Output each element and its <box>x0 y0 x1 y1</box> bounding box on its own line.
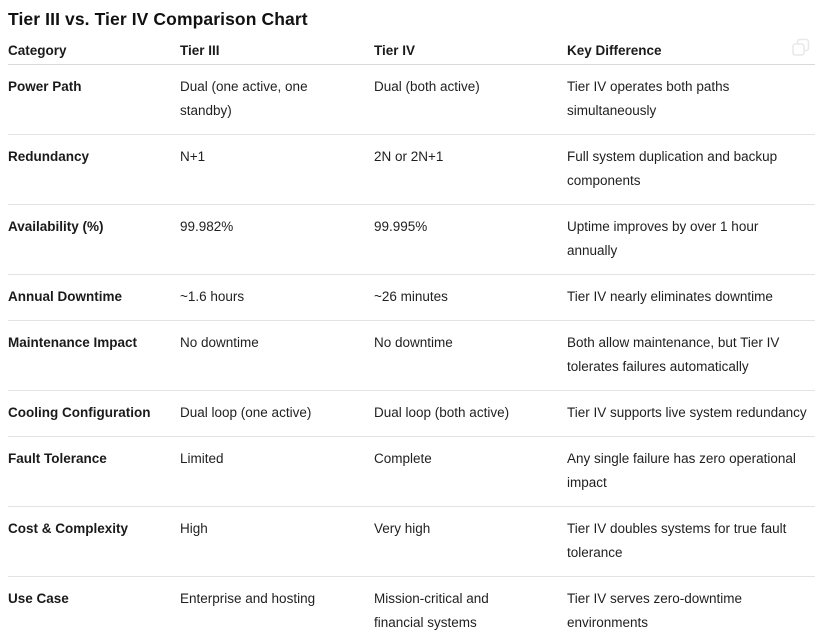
category-cell: Use Case <box>8 591 69 606</box>
category-cell: Power Path <box>8 64 180 135</box>
tier3-cell: N+1 <box>180 134 374 205</box>
key-difference-cell: Tier IV supports live system redundancy <box>567 390 815 437</box>
category-cell: Annual Downtime <box>8 274 180 321</box>
tier4-cell: Dual (both active) <box>374 64 567 135</box>
category-cell: Cooling Configuration <box>8 390 180 437</box>
key-difference-cell: Full system duplication and backup compo… <box>567 134 815 205</box>
copy-table-button[interactable] <box>790 37 812 59</box>
header-row: Category Tier III Tier IV Key Difference <box>8 32 815 65</box>
tier3-cell: No downtime <box>180 320 374 391</box>
tier3-cell: High <box>180 506 374 577</box>
tier4-cell: 99.995% <box>374 204 567 275</box>
table-row: Cooling Configuration Dual loop (one act… <box>8 390 815 437</box>
column-header-tier3: Tier III <box>180 32 374 65</box>
tier4-cell: Very high <box>374 506 567 577</box>
column-header-tier4: Tier IV <box>374 32 567 65</box>
table-row: Use Case Enterprise and hosting Mission-… <box>8 577 815 641</box>
key-difference-cell: Tier IV serves zero-downtime environment… <box>567 591 743 630</box>
tier3-cell: Limited <box>180 436 374 507</box>
table-row: Maintenance Impact No downtime No downti… <box>8 320 815 391</box>
key-difference-cell: Uptime improves by over 1 hour annually <box>567 204 815 275</box>
key-difference-cell: Tier IV doubles systems for true fault t… <box>567 506 815 577</box>
table-row: Availability (%) 99.982% 99.995% Uptime … <box>8 204 815 275</box>
tier3-cell: 99.982% <box>180 204 374 275</box>
category-cell: Fault Tolerance <box>8 436 180 507</box>
table-row: Cost & Complexity High Very high Tier IV… <box>8 506 815 577</box>
category-cell: Maintenance Impact <box>8 320 180 391</box>
column-header-key-difference: Key Difference <box>567 32 815 65</box>
comparison-table: Category Tier III Tier IV Key Difference… <box>8 32 815 641</box>
tier4-cell: No downtime <box>374 320 567 391</box>
table-row: Annual Downtime ~1.6 hours ~26 minutes T… <box>8 274 815 321</box>
table-row: Redundancy N+1 2N or 2N+1 Full system du… <box>8 134 815 205</box>
page-title: Tier III vs. Tier IV Comparison Chart <box>8 9 308 29</box>
category-cell: Availability (%) <box>8 204 180 275</box>
category-cell: Redundancy <box>8 134 180 205</box>
copy-icon <box>790 37 812 59</box>
tier4-cell: Complete <box>374 436 567 507</box>
tier3-cell: ~1.6 hours <box>180 274 374 321</box>
tier4-cell: 2N or 2N+1 <box>374 134 567 205</box>
tier3-cell: Enterprise and hosting <box>180 591 316 606</box>
key-difference-cell: Tier IV operates both paths simultaneous… <box>567 64 815 135</box>
key-difference-cell: Any single failure has zero operational … <box>567 436 815 507</box>
key-difference-cell: Both allow maintenance, but Tier IV tole… <box>567 320 815 391</box>
tier3-cell: Dual loop (one active) <box>180 390 374 437</box>
category-cell: Cost & Complexity <box>8 506 180 577</box>
tier4-cell: ~26 minutes <box>374 274 567 321</box>
tier4-cell: Mission-critical and financial systems <box>374 591 489 630</box>
tier3-cell: Dual (one active, one standby) <box>180 64 374 135</box>
tier4-cell: Dual loop (both active) <box>374 390 567 437</box>
key-difference-cell: Tier IV nearly eliminates downtime <box>567 274 815 321</box>
table-row: Fault Tolerance Limited Complete Any sin… <box>8 436 815 507</box>
column-header-category: Category <box>8 32 180 65</box>
table-row: Power Path Dual (one active, one standby… <box>8 64 815 135</box>
